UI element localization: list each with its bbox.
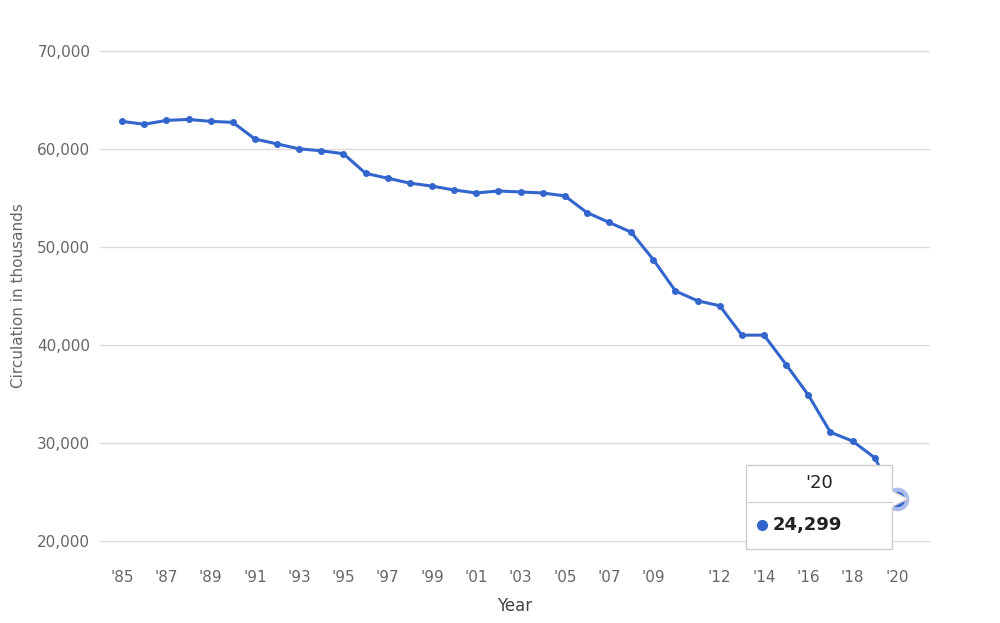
Y-axis label: Circulation in thousands: Circulation in thousands <box>11 204 26 388</box>
X-axis label: Year: Year <box>497 597 533 614</box>
Text: 24,299: 24,299 <box>773 516 842 535</box>
Bar <box>746 465 892 549</box>
Text: '20: '20 <box>805 474 833 492</box>
Bar <box>891 491 893 506</box>
Polygon shape <box>892 491 908 506</box>
